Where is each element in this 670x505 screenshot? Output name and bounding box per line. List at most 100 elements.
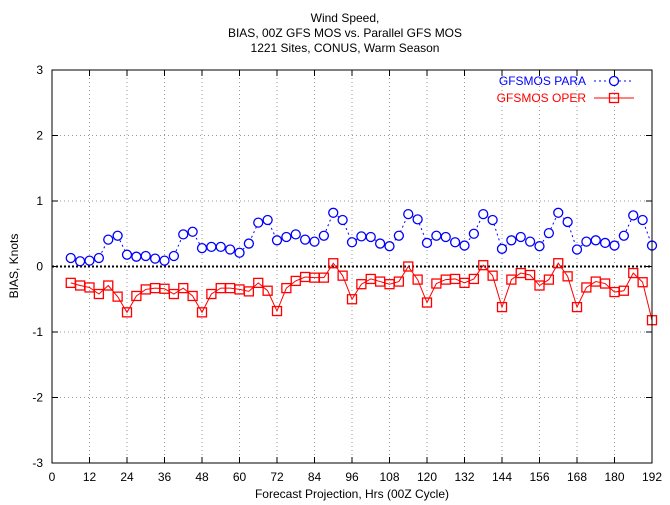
title-line-2: BIAS, 00Z GFS MOS vs. Parallel GFS MOS	[228, 26, 462, 40]
data-point	[318, 230, 330, 241]
data-point	[243, 286, 255, 297]
data-point	[168, 250, 180, 262]
data-point	[84, 282, 95, 293]
x-tick-label: 12	[83, 470, 97, 484]
data-point	[403, 261, 414, 272]
data-point	[224, 244, 236, 255]
data-point	[112, 291, 123, 302]
data-point	[384, 241, 395, 252]
data-point	[281, 282, 292, 294]
data-point	[581, 236, 592, 247]
data-point	[337, 214, 348, 226]
data-point	[112, 230, 123, 241]
y-tick-label: 0	[36, 260, 43, 274]
y-axis-label: BIAS, Knots	[7, 234, 21, 299]
data-point	[290, 229, 301, 240]
data-point	[346, 294, 358, 305]
data-point	[618, 285, 630, 296]
data-point	[187, 290, 198, 302]
y-tick-label: 2	[36, 129, 43, 143]
data-point	[65, 277, 76, 289]
data-point	[262, 285, 273, 296]
data-point	[599, 278, 611, 289]
data-point	[412, 214, 423, 225]
data-point	[524, 269, 536, 281]
x-axis-label: Forecast Projection, Hrs (00Z Cycle)	[255, 487, 449, 501]
x-tick-label: 72	[270, 470, 284, 484]
data-point	[309, 236, 320, 247]
data-point	[121, 307, 133, 318]
data-point	[468, 228, 480, 239]
x-tick-label: 192	[642, 470, 662, 484]
data-point	[196, 243, 208, 254]
y-tick-label: 1	[36, 194, 43, 208]
data-point	[421, 297, 433, 308]
data-point	[403, 208, 414, 220]
data-point	[178, 229, 189, 240]
data-point	[103, 234, 114, 245]
data-point	[599, 237, 611, 249]
data-point	[206, 288, 217, 300]
data-point	[524, 236, 536, 247]
data-point	[393, 230, 405, 241]
series-line	[70, 262, 653, 321]
data-point	[412, 274, 423, 285]
data-point	[478, 208, 489, 220]
data-point	[328, 258, 339, 269]
data-point	[206, 241, 217, 253]
x-tick-label: 144	[492, 470, 512, 484]
data-point	[84, 255, 95, 266]
data-point	[131, 251, 142, 262]
data-point	[421, 237, 433, 249]
chart-title: Wind Speed, BIAS, 00Z GFS MOS vs. Parall…	[228, 11, 462, 55]
data-point	[506, 235, 517, 246]
title-line-3: 1221 Sites, CONUS, Warm Season	[251, 41, 440, 55]
x-tick-label: 24	[120, 470, 134, 484]
data-point	[440, 231, 451, 243]
data-point	[178, 282, 189, 294]
x-tick-label: 180	[604, 470, 624, 484]
data-point	[168, 288, 180, 300]
data-point	[131, 290, 142, 302]
data-point	[93, 252, 105, 264]
data-point	[571, 301, 583, 313]
data-point	[271, 235, 283, 246]
data-point	[234, 247, 245, 258]
data-point	[374, 238, 386, 249]
legend-label: GFSMOS PARA	[499, 74, 586, 88]
data-point	[262, 214, 273, 226]
data-point	[65, 252, 76, 264]
x-tick-label: 168	[567, 470, 587, 484]
data-point	[468, 273, 480, 285]
series-gfsmos-oper	[65, 258, 658, 326]
data-point	[628, 210, 639, 221]
y-tick-label: 3	[36, 63, 43, 77]
data-point	[121, 249, 133, 260]
title-line-1: Wind Speed,	[311, 11, 380, 25]
data-point	[328, 207, 339, 218]
legend-label: GFSMOS OPER	[497, 91, 587, 105]
data-point	[449, 237, 461, 248]
x-tick-label: 96	[345, 470, 359, 484]
data-point	[356, 279, 367, 290]
data-point	[562, 271, 573, 282]
series-gfsmos-para	[65, 207, 658, 267]
x-tick-label: 132	[454, 470, 474, 484]
data-point	[553, 258, 564, 269]
data-point	[618, 230, 630, 241]
data-point	[487, 270, 498, 281]
data-point	[196, 307, 208, 318]
x-tick-label: 48	[195, 470, 209, 484]
data-point	[149, 253, 161, 264]
data-point	[478, 260, 489, 271]
x-tick-label: 120	[417, 470, 437, 484]
data-point	[534, 280, 545, 291]
data-point	[140, 250, 151, 262]
data-point	[337, 270, 348, 281]
x-tick-label: 108	[379, 470, 399, 484]
data-point	[159, 283, 170, 294]
data-point	[590, 235, 601, 246]
data-point	[74, 256, 86, 267]
data-point	[534, 241, 545, 252]
